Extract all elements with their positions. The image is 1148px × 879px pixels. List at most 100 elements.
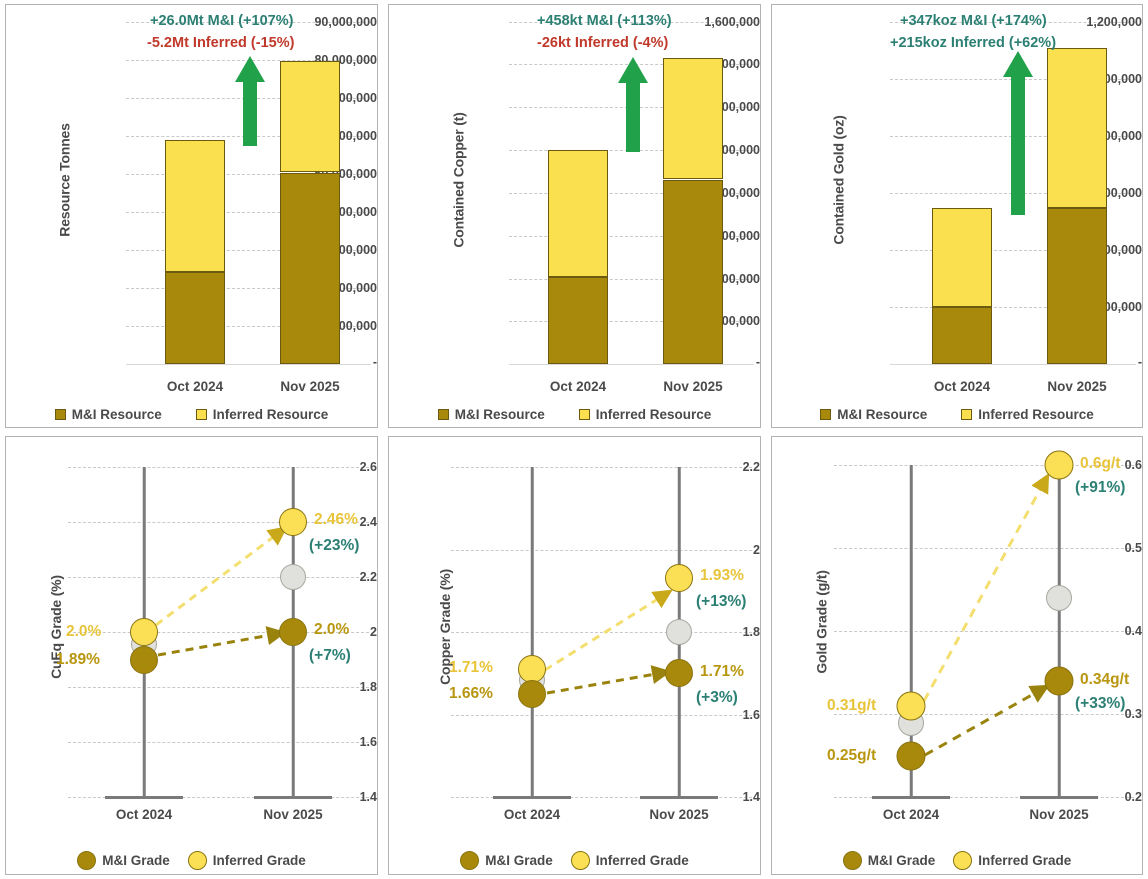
label-nov-inferred-change: (+23%) <box>309 537 360 554</box>
bar-mi-nov-2025 <box>1047 208 1107 364</box>
legend-grade: M&I Grade Inferred Grade <box>6 851 377 870</box>
chart-panel-cueq-grade: CuEq Grade (%) 2.6 2.4 2.2 2 1.8 1.6 1.4 <box>5 436 378 875</box>
y-tick-label: 800,000 <box>1096 129 1142 143</box>
legend-swatch-mi-icon <box>54 409 66 420</box>
arrow-head-icon <box>618 57 648 83</box>
y-tick-label: 0.5 <box>1124 541 1142 555</box>
y-tick-label: 2.4 <box>359 515 377 529</box>
legend-resource: M&I Resource Inferred Resource <box>389 407 760 422</box>
label-nov-mi-change: (+3%) <box>696 689 738 706</box>
legend-item-inferred-grade: Inferred Grade <box>570 851 689 870</box>
bar-inferred-oct-2024 <box>932 208 992 308</box>
gridline <box>126 326 371 327</box>
connector-inferred <box>544 589 673 672</box>
connector-lines <box>922 473 1050 757</box>
legend-label-mi: M&I Resource <box>837 407 928 422</box>
growth-arrow-icon <box>615 57 651 152</box>
annotation-mi-change: +347koz M&I (+174%) <box>900 13 1047 29</box>
chart-cell-resource-tonnes: Resource Tonnes 90,000,000 80,000,000 70… <box>0 0 383 432</box>
arrow-shaft-icon <box>626 81 640 152</box>
y-tick-label: 1.4 <box>742 790 760 804</box>
legend-label-mi-grade: M&I Grade <box>102 853 170 868</box>
dot-mi-oct-2024 <box>896 741 926 771</box>
legend-swatch-mi-icon <box>820 409 832 420</box>
gridline <box>451 632 752 633</box>
x-tick-label-oct-2024: Oct 2024 <box>166 379 224 394</box>
chart-cell-cueq-grade: CuEq Grade (%) 2.6 2.4 2.2 2 1.8 1.6 1.4 <box>0 432 383 879</box>
legend-swatch-inferred-grade-icon <box>953 851 973 870</box>
legend-swatch-mi-grade-icon <box>842 851 862 870</box>
label-oct-mi: 1.66% <box>449 685 493 702</box>
gridline <box>451 467 752 468</box>
legend-label-inferred-grade: Inferred Grade <box>978 853 1072 868</box>
gridline <box>509 22 754 23</box>
gridline <box>126 174 371 175</box>
legend-label-mi: M&I Resource <box>71 407 162 422</box>
gridline <box>834 631 1134 632</box>
bar-inferred-oct-2024 <box>165 140 225 272</box>
bar-mi-oct-2024 <box>932 307 992 364</box>
annotation-inferred-change: -5.2Mt Inferred (-15%) <box>147 35 295 51</box>
arrow-head-icon <box>235 56 265 82</box>
label-oct-mi: 0.25g/t <box>827 747 877 764</box>
growth-arrow-icon <box>1000 51 1036 215</box>
legend-item-mi-grade: M&I Grade <box>77 851 170 870</box>
gridline <box>68 632 369 633</box>
gridline <box>126 22 371 23</box>
dot-average-nov-2025 <box>666 619 692 645</box>
gridline <box>834 465 1134 466</box>
dot-mi-oct-2024 <box>518 680 546 708</box>
legend-swatch-mi-icon <box>437 409 449 420</box>
legend-swatch-inferred-grade-icon <box>187 851 207 870</box>
legend-swatch-mi-grade-icon <box>460 851 480 870</box>
y-tick-label: 400,000 <box>714 272 760 286</box>
gridline <box>834 548 1134 549</box>
gridline <box>68 742 369 743</box>
y-tick-label: 200,000 <box>1096 300 1142 314</box>
connector-inferred <box>155 526 288 627</box>
y-tick-label: 1.8 <box>742 625 760 639</box>
legend-swatch-inferred-icon <box>195 409 207 420</box>
gridline <box>451 797 752 798</box>
y-tick-label: 0.6 <box>1124 458 1142 472</box>
connector-mi <box>924 684 1050 757</box>
gridline <box>834 714 1134 715</box>
label-nov-mi-change: (+33%) <box>1075 695 1126 712</box>
axis-baseline <box>890 364 1136 365</box>
legend-label-mi-grade: M&I Grade <box>867 853 936 868</box>
gridline <box>126 250 371 251</box>
legend-label-inferred: Inferred Resource <box>595 407 712 422</box>
y-tick-label: 0.4 <box>1124 624 1142 638</box>
legend-label-inferred-grade: Inferred Grade <box>595 853 689 868</box>
dot-inferred-oct-2024 <box>896 691 926 721</box>
axis-baseline <box>126 364 371 365</box>
y-tick-label: 1,600,000 <box>704 15 760 29</box>
legend-grade: M&I Grade Inferred Grade <box>389 851 760 870</box>
x-tick-label-oct-2024: Oct 2024 <box>882 807 940 822</box>
dot-inferred-nov-2025 <box>1044 450 1074 480</box>
dot-average-nov-2025 <box>1046 585 1072 611</box>
bar-mi-oct-2024 <box>165 271 225 364</box>
annotation-mi-change: +26.0Mt M&I (+107%) <box>150 13 294 29</box>
category-base-nov-2025 <box>1020 796 1098 799</box>
y-tick-label: 800,000 <box>714 186 760 200</box>
y-axis-label: Resource Tonnes <box>56 123 73 237</box>
legend-grade: M&I Grade Inferred Grade <box>772 851 1142 870</box>
bar-inferred-oct-2024 <box>548 150 608 278</box>
plot-area-cueq-grade: CuEq Grade (%) 2.6 2.4 2.2 2 1.8 1.6 1.4 <box>6 437 377 874</box>
dot-mi-nov-2025 <box>665 659 693 687</box>
connector-lines <box>544 589 673 695</box>
legend-swatch-inferred-grade-icon <box>570 851 590 870</box>
dot-average-nov-2025 <box>280 564 306 590</box>
bar-inferred-nov-2025 <box>1047 48 1107 209</box>
gridline <box>451 549 752 551</box>
x-tick-label-nov-2025: Nov 2025 <box>263 807 323 822</box>
legend-item-mi-grade: M&I Grade <box>460 851 553 870</box>
gridline <box>509 321 754 322</box>
plot-area-contained-gold: Contained Gold (oz) 1,200,000 1,000,000 … <box>772 5 1142 427</box>
y-axis-label: Contained Copper (t) <box>450 112 467 248</box>
label-oct-inferred: 1.71% <box>449 659 493 676</box>
category-spine-oct-2024 <box>909 465 913 799</box>
label-oct-inferred: 2.0% <box>66 623 102 640</box>
